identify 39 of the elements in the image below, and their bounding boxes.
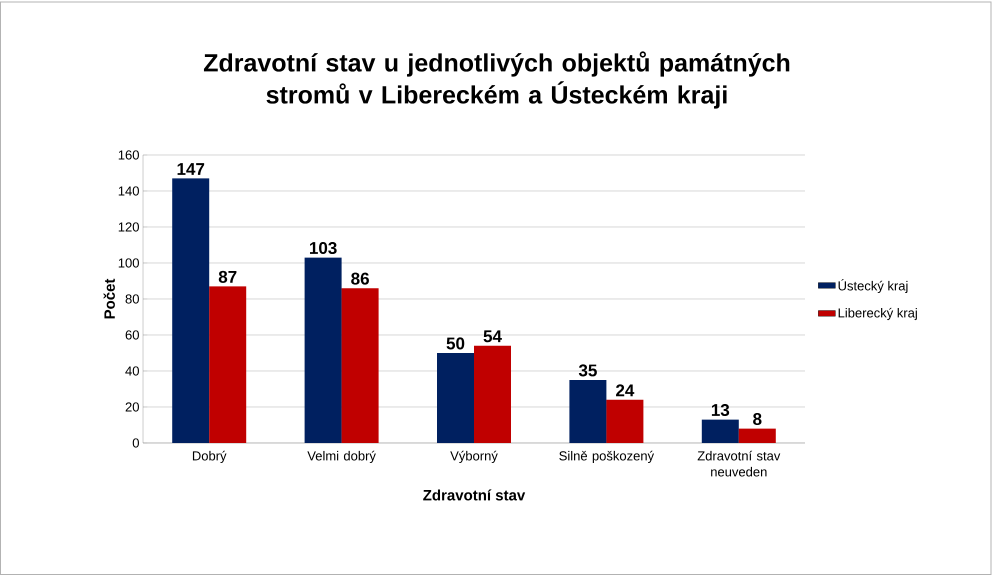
x-axis-title: Zdravotní stav [423, 489, 526, 500]
x-tick-label: Zdravotní stav neuveden [698, 450, 780, 476]
y-tick-label: 140 [118, 186, 139, 196]
bar [474, 346, 511, 443]
y-tick-label: 160 [118, 150, 139, 160]
data-label: 86 [351, 272, 369, 285]
bar [209, 286, 246, 443]
y-tick-label: 40 [125, 366, 139, 376]
data-label: 103 [310, 242, 337, 254]
chart-title: Zdravotní stav u jednotlivých objektů památných stromů v Libereckém a Ústeckém kraji [204, 51, 790, 109]
y-tick-label: 80 [126, 294, 139, 304]
data-label: 54 [484, 330, 502, 342]
y-tick-label: 0 [132, 438, 139, 448]
y-tick-label: 60 [126, 330, 139, 340]
legend-label: Liberecký kraj [838, 308, 917, 320]
bar [738, 428, 776, 443]
bar [606, 400, 644, 443]
x-tick-label: Dobrý [192, 450, 227, 464]
data-label: 8 [753, 413, 762, 426]
y-tick-label: 20 [126, 402, 139, 412]
data-label: 24 [616, 384, 634, 396]
data-label: 50 [446, 337, 464, 350]
bar [702, 420, 739, 443]
x-tick-label: Výborný [450, 450, 498, 464]
y-tick-label: 100 [118, 258, 139, 268]
data-label: 87 [218, 270, 236, 283]
x-tick-label: Silně poškozený [559, 450, 654, 464]
bar [304, 258, 342, 443]
bar [437, 352, 474, 443]
y-tick-label: 120 [118, 222, 139, 232]
bar [342, 288, 379, 443]
legend-label: Ústecký kraj [838, 279, 908, 294]
x-tick-label: Velmi dobrý [307, 450, 376, 464]
y-axis-title: Počet [104, 278, 115, 318]
bar [172, 178, 210, 443]
data-label: 147 [178, 163, 204, 175]
data-label: 35 [578, 364, 597, 376]
bar [569, 380, 606, 443]
data-label: 13 [712, 404, 730, 416]
